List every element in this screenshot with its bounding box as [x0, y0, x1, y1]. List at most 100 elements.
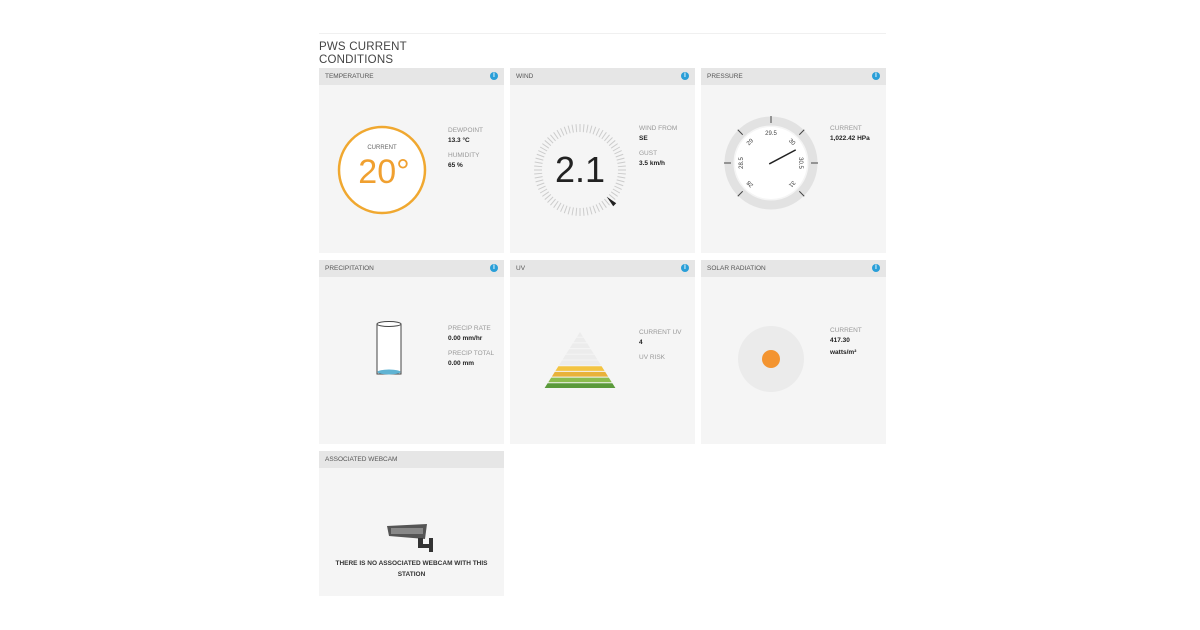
pressure-details: CURRENT 1,022.42 HPa	[830, 124, 870, 149]
wind-compass	[534, 124, 626, 216]
compass-tick	[612, 188, 621, 194]
compass-tick	[535, 157, 544, 161]
compass-tick	[536, 182, 545, 187]
gauge-tick-label: 28	[746, 179, 755, 188]
uv-pyramid	[544, 332, 616, 388]
compass-tick	[571, 124, 574, 133]
uv-level-band	[544, 383, 616, 388]
gauge-tick-label: 29.5	[765, 131, 777, 137]
compass-tick	[612, 146, 621, 152]
uv-current-label: CURRENT UV	[639, 329, 682, 336]
wind-details: WIND FROM SE GUST 3.5 km/h	[639, 124, 677, 174]
precipitation-card: PRECIPITATION i PRECIP RATE 0.00 mm/hr PR…	[319, 260, 504, 444]
compass-tick	[567, 206, 571, 215]
uv-level-band	[555, 366, 605, 371]
info-icon[interactable]: i	[490, 264, 498, 272]
temperature-details: DEWPOINT 13.3 °C HUMIDITY 65 %	[448, 126, 483, 176]
wind-speed: 2.1	[554, 149, 606, 190]
compass-tick	[586, 207, 589, 216]
info-icon[interactable]: i	[872, 264, 880, 272]
card-header: PRESSURE i	[701, 68, 886, 85]
rain-gauge-icon	[376, 321, 402, 375]
compass-tick	[563, 126, 568, 135]
compass-tick	[575, 124, 578, 133]
pressure-gauge: 28 28.5 29 29.5 30 30.5 31	[724, 116, 818, 210]
uv-risk-label: UV RISK	[639, 354, 666, 361]
gauge-major-tick	[798, 129, 805, 136]
card-header: WIND i	[510, 68, 695, 85]
current-label: CURRENT	[367, 145, 397, 151]
precip-total-label: PRECIP TOTAL	[448, 350, 495, 357]
compass-tick	[539, 146, 548, 152]
info-icon[interactable]: i	[872, 72, 880, 80]
info-icon[interactable]: i	[490, 72, 498, 80]
uv-level-band	[577, 332, 583, 337]
card-title: PRECIPITATION	[325, 265, 374, 272]
precip-rate-value: 0.00 mm/hr	[448, 335, 483, 342]
humidity-value: 65 %	[448, 162, 463, 169]
compass-tick	[616, 179, 625, 183]
card-header: UV i	[510, 260, 695, 277]
gauge-tick-label: 29	[746, 138, 755, 147]
info-icon[interactable]: i	[681, 264, 689, 272]
uv-level-band	[548, 377, 612, 383]
compass-tick	[595, 128, 600, 136]
gauge-tick-label: 28.5	[739, 157, 745, 169]
solar-details: CURRENT 417.30 watts/m²	[830, 326, 880, 363]
pressure-current-value: 1,022.42 HPa	[830, 135, 870, 142]
compass-tick	[534, 172, 543, 175]
compass-tick	[547, 196, 554, 203]
compass-tick	[608, 140, 616, 146]
card-header: ASSOCIATED WEBCAM	[319, 451, 504, 468]
gust-label: GUST	[639, 150, 658, 157]
info-icon[interactable]: i	[681, 72, 689, 80]
compass-tick	[589, 125, 593, 134]
gauge-tick-label: 30.5	[797, 157, 803, 169]
divider	[319, 33, 886, 34]
card-header: SOLAR RADIATION i	[701, 260, 886, 277]
compass-tick	[610, 191, 618, 197]
compass-tick	[601, 200, 607, 208]
card-title: WIND	[516, 73, 534, 80]
compass-tick	[544, 140, 552, 146]
compass-tick	[535, 179, 544, 183]
solar-current-value: 417.30	[830, 337, 850, 344]
compass-tick	[617, 165, 626, 168]
compass-tick	[571, 207, 574, 216]
compass-tick	[550, 134, 556, 142]
compass-tick	[560, 128, 565, 136]
compass-tick	[563, 205, 568, 214]
compass-tick	[615, 182, 624, 187]
compass-tick	[534, 176, 543, 179]
wind-card: WIND i 2.1 WIND FROM SE GUST 3.5 km/h	[510, 68, 695, 253]
compass-tick	[592, 126, 597, 135]
temperature-dial	[337, 125, 427, 215]
uv-details: CURRENT UV 4 UV RISK	[639, 328, 689, 363]
precipitation-details: PRECIP RATE 0.00 mm/hr PRECIP TOTAL 0.00…	[448, 324, 498, 374]
compass-tick	[553, 200, 559, 208]
wind-from-value: SE	[639, 135, 648, 142]
compass-tick	[542, 191, 550, 197]
precip-rate-label: PRECIP RATE	[448, 325, 491, 332]
compass-tick	[550, 198, 556, 206]
uv-current-value: 4	[639, 339, 643, 346]
compass-tick	[616, 157, 625, 161]
compass-tick	[547, 137, 554, 144]
dewpoint-label: DEWPOINT	[448, 127, 484, 134]
uv-card: UV i CURRENT UV 4 UV RISK	[510, 260, 695, 444]
card-title: PRESSURE	[707, 73, 743, 80]
compass-tick	[534, 165, 543, 168]
compass-tick	[614, 150, 622, 155]
compass-tick	[567, 125, 571, 134]
pressure-card: PRESSURE i 28 28.5 29 29.5 30 30.5 31 CURRENT 1…	[701, 68, 886, 253]
compass-tick	[617, 172, 626, 175]
solar-unit: watts/m²	[830, 349, 857, 356]
webcam-card: ASSOCIATED WEBCAM THERE IS NO ASSOCIATED…	[319, 451, 504, 596]
uv-level-band	[573, 337, 587, 343]
card-title: UV	[516, 265, 526, 272]
uv-level-band	[569, 343, 591, 349]
compass-tick	[610, 143, 618, 149]
temperature-card: TEMPERATURE i CURRENT 20° DEWPOINT 13.3 °…	[319, 68, 504, 253]
compass-tick	[544, 194, 552, 200]
compass-tick	[536, 153, 545, 158]
